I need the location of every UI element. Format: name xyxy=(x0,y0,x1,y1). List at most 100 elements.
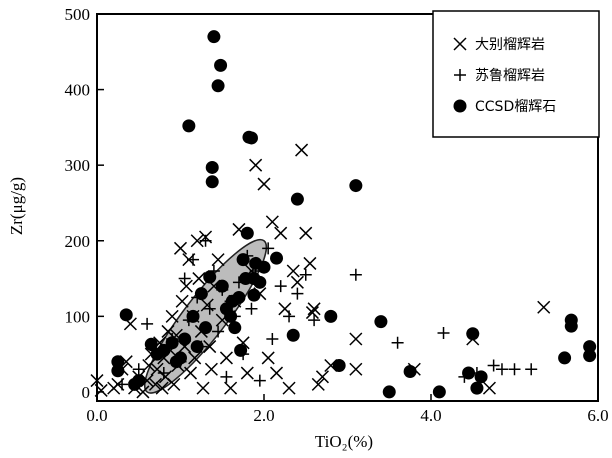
legend-marker-x-icon xyxy=(453,37,467,51)
cross-point xyxy=(175,294,189,308)
x-tick-label: 0.0 xyxy=(86,406,107,425)
y-tick-label: 200 xyxy=(65,232,91,251)
cross-point xyxy=(211,253,225,267)
cross-point xyxy=(192,272,206,286)
legend-label: 大别榴辉岩 xyxy=(475,37,545,53)
plus-point xyxy=(199,234,212,247)
circle-point xyxy=(247,288,261,302)
plus-point xyxy=(274,280,287,293)
cross-point xyxy=(224,381,238,395)
cross-point xyxy=(265,215,279,229)
plus-point xyxy=(220,370,233,383)
cross-point xyxy=(305,306,319,320)
legend-label: 苏鲁榴辉岩 xyxy=(475,68,545,84)
legend-marker-plus-icon xyxy=(454,69,466,81)
plus-point xyxy=(437,326,450,339)
plot-frame xyxy=(96,13,599,402)
circle-point xyxy=(214,58,228,72)
cross-point xyxy=(173,241,188,255)
cross-point xyxy=(148,377,162,391)
circle-point xyxy=(182,119,196,133)
y-tick-label: 500 xyxy=(65,5,91,24)
cross-point xyxy=(311,377,325,391)
x-tick-label: 2.0 xyxy=(253,406,274,425)
cross-point xyxy=(349,362,363,376)
circle-point xyxy=(174,351,187,365)
circle-point xyxy=(253,275,267,289)
plus-point xyxy=(262,242,275,255)
x-tick-label: 4.0 xyxy=(420,406,441,425)
plus-point xyxy=(157,367,170,380)
circle-point xyxy=(207,30,221,44)
plus-point xyxy=(508,363,521,376)
circle-point xyxy=(432,385,446,399)
plus-point xyxy=(308,314,321,327)
shaded-region-layer xyxy=(144,238,268,394)
plus-point xyxy=(178,272,191,285)
circle-point xyxy=(332,358,346,372)
cross-point xyxy=(167,377,181,391)
y-tick-label: 0 xyxy=(82,383,91,402)
circle-point xyxy=(211,79,225,93)
circle-point xyxy=(470,381,484,395)
plus-point xyxy=(349,268,362,281)
plus-point xyxy=(283,310,296,323)
plus-point xyxy=(253,374,266,387)
plus-point xyxy=(299,268,312,281)
cross-point xyxy=(94,383,108,397)
cross-point xyxy=(274,226,288,240)
circle-point xyxy=(257,260,271,274)
cross-point xyxy=(282,381,296,395)
circle-point xyxy=(215,279,229,293)
plus-point xyxy=(391,336,404,349)
cross-point xyxy=(165,309,179,323)
circle-point xyxy=(290,192,304,206)
circle-point xyxy=(462,366,476,380)
cross-point xyxy=(188,351,202,365)
cross-point xyxy=(299,226,313,240)
circle-point xyxy=(203,270,217,284)
plus-point xyxy=(203,302,216,315)
cross-point xyxy=(286,264,300,278)
circle-point xyxy=(349,179,363,193)
y-axis-title: Zr(μg/g) xyxy=(7,177,26,235)
cross-point xyxy=(290,275,304,289)
circle-point xyxy=(205,175,219,189)
legend-marker-circle-icon xyxy=(453,99,467,113)
circle-point xyxy=(132,374,146,388)
circle-point xyxy=(324,309,338,323)
data-points xyxy=(90,30,597,399)
cross-point xyxy=(196,381,210,395)
y-tick-label: 300 xyxy=(65,156,91,175)
circle-point xyxy=(165,336,179,350)
plus-point xyxy=(187,253,200,266)
circle-point xyxy=(403,365,417,379)
plus-point xyxy=(495,363,508,376)
cross-point xyxy=(183,366,198,380)
circle-point xyxy=(228,321,242,335)
circle-point xyxy=(374,315,388,329)
cross-point xyxy=(261,351,275,365)
plus-point xyxy=(116,378,129,391)
cross-point xyxy=(219,351,233,365)
x-tick-label: 6.0 xyxy=(587,406,608,425)
cross-point xyxy=(90,374,104,388)
cross-point xyxy=(303,256,317,270)
series-3 xyxy=(111,30,597,399)
cross-point xyxy=(155,381,169,395)
cross-point xyxy=(257,177,271,191)
cross-point xyxy=(142,358,156,373)
plus-point xyxy=(266,333,279,346)
circle-point xyxy=(583,349,597,363)
circle-point xyxy=(205,160,219,174)
plus-point xyxy=(291,287,304,300)
plus-point xyxy=(487,359,500,372)
circle-point xyxy=(558,351,572,365)
circle-point xyxy=(286,328,300,342)
circle-point xyxy=(111,355,125,369)
legend-label: CCSD榴辉石 xyxy=(475,99,556,115)
circle-point xyxy=(186,309,200,323)
cross-point xyxy=(190,234,204,248)
cross-point xyxy=(307,302,321,316)
